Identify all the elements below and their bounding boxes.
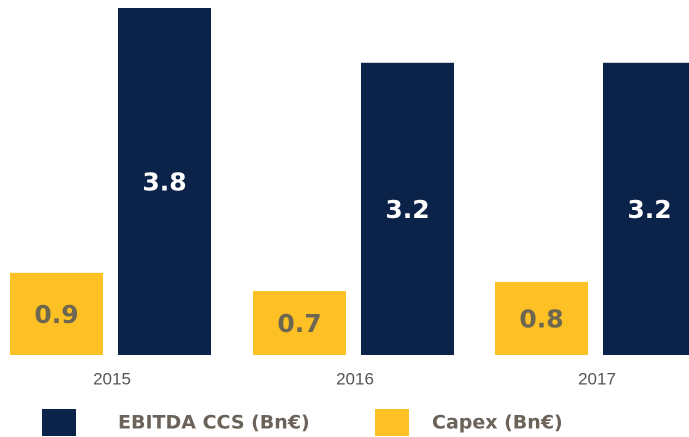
bar: [253, 291, 346, 355]
x-tick-label: 2015: [93, 369, 131, 388]
bar: [603, 62, 689, 355]
value-label: 0.7: [277, 309, 321, 338]
value-label: 3.2: [385, 195, 429, 224]
value-label: 0.9: [34, 300, 78, 329]
legend-label: Capex (Bn€): [432, 412, 563, 434]
legend-swatch: [42, 409, 76, 436]
value-label: 3.2: [627, 195, 671, 224]
value-label: 3.8: [142, 168, 186, 197]
legend-label: EBITDA CCS (Bn€): [118, 412, 310, 434]
bar: [118, 8, 211, 355]
bar: [495, 281, 588, 355]
bar: [361, 62, 454, 355]
bar: [10, 272, 103, 355]
legend-swatch: [375, 409, 409, 436]
x-tick-label: 2017: [578, 369, 616, 388]
x-tick-label: 2016: [336, 369, 374, 388]
value-label: 0.8: [519, 304, 563, 333]
